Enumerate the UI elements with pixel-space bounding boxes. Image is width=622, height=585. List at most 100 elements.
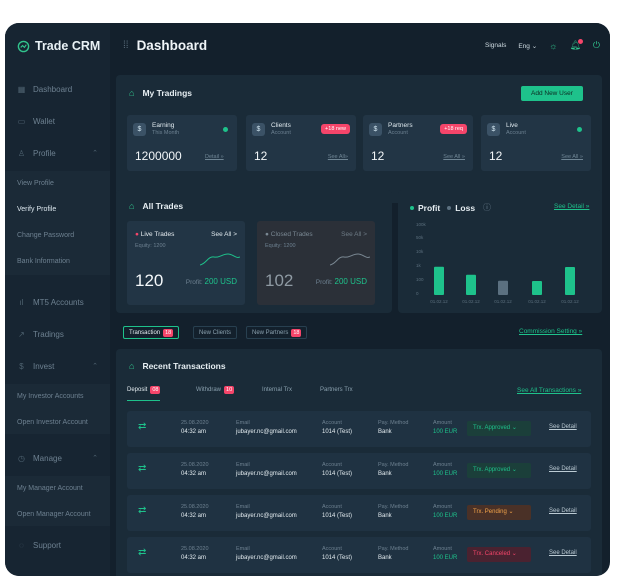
- live-trades-card[interactable]: ● Live Trades See All > Equity: 1200 120…: [127, 221, 245, 305]
- sidebar-item-wallet[interactable]: ▭ Wallet: [5, 115, 110, 127]
- sidebar-item-invest[interactable]: $ Invest ⌃: [5, 360, 110, 372]
- sidebar-item-tradings[interactable]: ↗ Tradings: [5, 328, 110, 340]
- status-text: Trx. Canceled: [473, 551, 511, 557]
- dollar-icon: $: [19, 361, 24, 371]
- status-dropdown[interactable]: Trx. Pending ⌄: [467, 505, 531, 520]
- tab-new-clients[interactable]: New Clients: [193, 326, 238, 339]
- profit-legend-dot: [410, 205, 414, 210]
- sidebar-item-dashboard[interactable]: ▦ Dashboard: [5, 83, 110, 95]
- submenu-my-manager-account[interactable]: My Manager Account: [17, 485, 83, 492]
- chevron-down-icon: ⌄: [508, 509, 514, 515]
- live-card[interactable]: $ Live Account 12 See All »: [481, 115, 591, 171]
- clients-card[interactable]: $ Clients Account +18 new 12 See All»: [246, 115, 356, 171]
- see-detail-link[interactable]: See Detail »: [554, 203, 590, 210]
- add-new-user-button[interactable]: Add New User: [521, 86, 583, 101]
- sidebar-item-mt5-accounts[interactable]: ıl MT5 Accounts: [5, 296, 110, 308]
- live-see-all-link[interactable]: See All >: [211, 231, 237, 238]
- tab-deposit[interactable]: Deposit 08: [127, 386, 161, 401]
- submenu-open-investor-account[interactable]: Open Investor Account: [17, 419, 88, 426]
- money-bag-icon: $: [252, 123, 265, 136]
- account-cell: Account 1014 (Test): [322, 503, 352, 521]
- time-text: 04:32 am: [181, 513, 207, 519]
- transaction-row[interactable]: ⇄ 25.08.2020 04:32 am Email jubayer.nc@gma…: [127, 537, 591, 573]
- card-subtitle: Account: [271, 130, 291, 136]
- language-select[interactable]: Eng ⌄: [518, 42, 537, 50]
- see-detail-link[interactable]: See Detail: [549, 466, 577, 472]
- transaction-row[interactable]: ⇄ 25.08.2020 04:32 am Email jubayer.nc@gma…: [127, 411, 591, 447]
- date-text: 25.08.2020: [181, 546, 209, 552]
- see-detail-link[interactable]: See Detail: [549, 550, 577, 556]
- tab-withdraw[interactable]: Withdraw 10: [196, 386, 235, 394]
- earning-card[interactable]: $ Earning This Month 1200000 Detail »: [127, 115, 237, 171]
- status-dropdown[interactable]: Trx. Approved ⌄: [467, 463, 531, 478]
- submenu-bank-information[interactable]: Bank Information: [17, 258, 70, 265]
- power-icon[interactable]: ⏻: [592, 40, 600, 50]
- chevron-up-icon: ⌃: [92, 363, 98, 370]
- submenu-open-manager-account[interactable]: Open Manager Account: [17, 511, 91, 518]
- submenu-my-investor-accounts[interactable]: My Investor Accounts: [17, 393, 84, 400]
- transaction-row[interactable]: ⇄ 25.08.2020 04:32 am Email jubayer.nc@gma…: [127, 495, 591, 531]
- tab-transaction[interactable]: Transaction 18: [123, 326, 180, 339]
- account-header: Account: [322, 546, 342, 552]
- tab-label: New Clients: [199, 329, 232, 336]
- tab-internal-trx[interactable]: Internal Trx: [262, 387, 293, 393]
- card-see-all-link[interactable]: See All »: [443, 154, 465, 160]
- submenu-verify-profile[interactable]: Verify Profile: [17, 206, 57, 213]
- sun-icon[interactable]: ☼: [549, 40, 558, 51]
- commission-setting-link[interactable]: Commission Setting »: [519, 328, 583, 335]
- amount-header: Amount: [433, 420, 452, 426]
- card-detail-link[interactable]: Detail »: [205, 154, 224, 160]
- section-title: Recent Transactions: [142, 361, 226, 371]
- account-text: 1014 (Test): [322, 513, 353, 519]
- submenu-change-password[interactable]: Change Password: [17, 232, 75, 239]
- brand-logo-icon: [17, 40, 30, 52]
- signals-link[interactable]: Signals: [485, 42, 507, 49]
- method-cell: Pay. Method Bank: [378, 419, 408, 437]
- email-header: Email: [236, 504, 250, 510]
- sidebar-item-profile[interactable]: ♙ Profile ⌃: [5, 147, 110, 159]
- closed-see-all-link[interactable]: See All >: [341, 231, 367, 238]
- bell-icon[interactable]: 🔔︎: [569, 39, 583, 50]
- bar-profit: [565, 267, 575, 295]
- tab-label: Withdraw: [196, 387, 222, 393]
- card-value: 12: [489, 149, 503, 163]
- loss-legend-label: Loss: [455, 202, 476, 213]
- see-detail-link[interactable]: See Detail: [549, 508, 577, 514]
- see-detail-link[interactable]: See Detail: [549, 424, 577, 430]
- email-text: jubayer.nc@gmail.com: [236, 513, 297, 519]
- partners-card[interactable]: $ Partners Account +18 req 12 See All »: [363, 115, 473, 171]
- brand[interactable]: Trade CRM: [17, 39, 100, 53]
- card-see-all-link[interactable]: See All »: [561, 154, 583, 160]
- card-see-all-link[interactable]: See All»: [327, 154, 348, 160]
- trade-count: 120: [135, 271, 164, 290]
- date-cell: 25.08.2020 04:32 am: [181, 461, 209, 479]
- closed-trades-card[interactable]: ● Closed Trades See All > Equity: 1200 1…: [257, 221, 375, 305]
- amount-text: 100 EUR: [433, 429, 458, 435]
- status-dropdown[interactable]: Trx. Canceled ⌄: [467, 547, 531, 562]
- sidebar-item-manage[interactable]: ◷ Manage ⌃: [5, 452, 110, 464]
- top-bar: ⁞⁞ Dashboard Signals Eng ⌄ ☼ 🔔︎ ⏻: [110, 23, 610, 69]
- status-dropdown[interactable]: Trx. Approved ⌄: [467, 421, 531, 436]
- sidebar: Trade CRM ▦ Dashboard ▭ Wallet ♙ Profile…: [5, 23, 110, 576]
- tab-new-partners[interactable]: New Partners 18: [246, 326, 308, 339]
- method-text: Bank: [378, 555, 392, 561]
- language-value: Eng: [518, 42, 530, 50]
- sidebar-item-support[interactable]: ◌ Support: [5, 539, 110, 551]
- gray-dot-icon: ●: [265, 231, 269, 238]
- invest-submenu: My Investor Accounts Open Investor Accou…: [5, 384, 110, 434]
- closed-trades-title: ● Closed Trades: [265, 231, 313, 238]
- new-badge: +18 new: [321, 124, 350, 134]
- amount-header: Amount: [433, 462, 452, 468]
- tab-partners-trx[interactable]: Partners Trx: [320, 387, 353, 393]
- amount-text: 100 EUR: [433, 471, 458, 477]
- submenu-view-profile[interactable]: View Profile: [17, 180, 54, 187]
- tab-badge: 08: [150, 386, 161, 394]
- see-all-transactions-link[interactable]: See All Transactions »: [517, 387, 582, 394]
- sidebar-item-label: Dashboard: [33, 84, 73, 94]
- date-text: 25.08.2020: [181, 462, 209, 468]
- profit-label: Profit:: [185, 279, 203, 286]
- profit-text: Profit: 200 USD: [186, 277, 237, 286]
- sidebar-item-label: Tradings: [33, 329, 64, 339]
- info-icon[interactable]: ⓘ: [483, 203, 492, 212]
- transaction-row[interactable]: ⇄ 25.08.2020 04:32 am Email jubayer.nc@gma…: [127, 453, 591, 489]
